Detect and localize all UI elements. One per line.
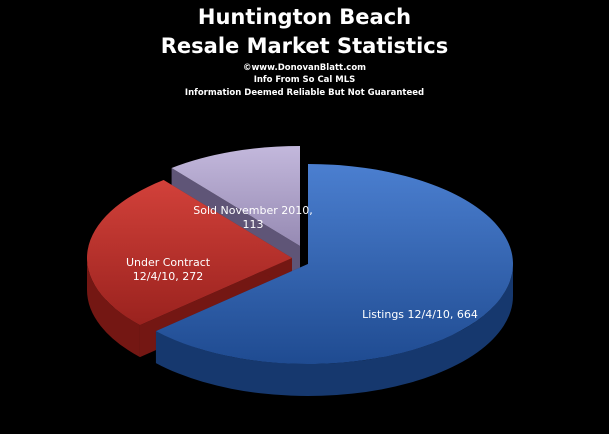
chart-subtitle: Resale Market Statistics bbox=[160, 34, 449, 58]
source-note: Info From So Cal MLS bbox=[253, 75, 356, 85]
data-label-under-contract: Under Contract 12/4/10, 272 bbox=[126, 256, 211, 283]
slice-sold-top bbox=[171, 146, 300, 246]
data-label-sold: Sold November 2010, 113 bbox=[193, 204, 312, 231]
chart-title: Huntington Beach bbox=[197, 5, 412, 29]
slice-listings bbox=[155, 164, 513, 396]
slice-listings-rim bbox=[155, 264, 513, 396]
slice-under-contract-rim bbox=[87, 258, 140, 358]
copyright-note: ©www.DonovanBlatt.com bbox=[242, 63, 367, 73]
data-label-listings: Listings 12/4/10, 664 bbox=[362, 308, 478, 321]
disclaimer-note: Information Deemed Reliable But Not Guar… bbox=[184, 88, 425, 98]
slice-under-contract-top bbox=[87, 180, 292, 326]
slice-listings-top bbox=[155, 164, 513, 364]
